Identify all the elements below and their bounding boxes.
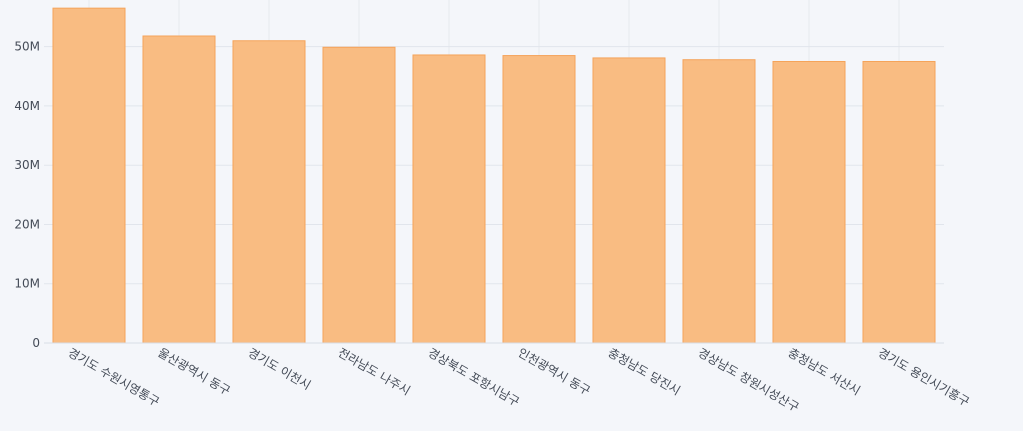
y-tick-label: 10M	[14, 277, 40, 291]
x-tick-label: 경상북도 포항시남구	[426, 345, 522, 409]
y-tick-label: 40M	[14, 99, 40, 113]
x-tick-label: 울산광역시 동구	[156, 345, 233, 398]
bar[interactable]	[232, 40, 306, 344]
bar[interactable]	[862, 60, 936, 344]
bars	[52, 7, 936, 344]
y-tick-label: 20M	[14, 217, 40, 231]
bar[interactable]	[52, 7, 126, 344]
bar[interactable]	[682, 59, 756, 344]
bar[interactable]	[592, 57, 666, 344]
x-tick-label: 충청남도 당진시	[606, 345, 683, 398]
bar[interactable]	[142, 35, 216, 344]
bar[interactable]	[322, 46, 396, 344]
bar[interactable]	[772, 60, 846, 344]
x-tick-label: 경기도 수원시영통구	[66, 345, 162, 409]
x-tick-label: 전라남도 나주시	[336, 345, 413, 398]
x-tick-label: 경기도 용인시기흥구	[876, 345, 972, 409]
bar[interactable]	[502, 55, 576, 344]
y-tick-label: 0	[32, 336, 40, 350]
y-tick-label: 50M	[14, 40, 40, 54]
bar[interactable]	[412, 54, 486, 344]
x-tick-label: 경기도 이천시	[246, 345, 314, 393]
x-tick-label: 인천광역시 동구	[516, 345, 594, 399]
x-tick-label: 충청남도 서산시	[786, 345, 863, 398]
y-tick-label: 30M	[14, 158, 40, 172]
y-axis: 0 10M 20M 30M 40M 50M	[14, 40, 40, 350]
